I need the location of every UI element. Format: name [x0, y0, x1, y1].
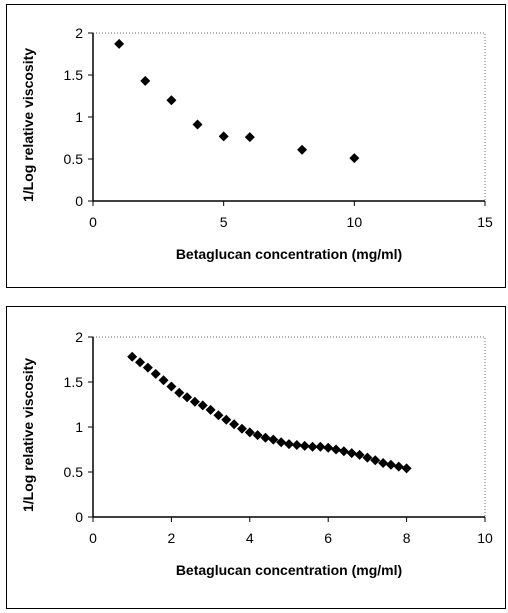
x-tick-label: 2	[168, 530, 176, 546]
data-point	[346, 448, 357, 459]
data-point	[221, 414, 232, 425]
data-point	[393, 461, 404, 472]
y-tick-label: 1.5	[64, 374, 84, 390]
data-point	[158, 375, 169, 386]
x-tick-label: 8	[403, 530, 411, 546]
data-point	[378, 458, 389, 468]
data-point	[166, 381, 177, 392]
data-point	[236, 423, 247, 434]
data-point	[385, 459, 396, 470]
data-point	[213, 410, 224, 421]
x-tick-label: 0	[89, 530, 97, 546]
plot-area	[92, 32, 486, 202]
chart-panel-bottom: 0 0.5 1 1.5 2 0 2 4 6 8 10 Betaglucan concentration…	[6, 306, 506, 609]
data-point	[323, 442, 334, 453]
data-point	[284, 439, 294, 450]
data-point	[189, 396, 200, 407]
chart-panel-top: 0 0.5 1 1.5 2 0 5 10 15 Betaglucan concentration …	[6, 4, 506, 288]
y-axis-title: 1/Log relative viscosity	[20, 358, 36, 512]
data-point	[260, 432, 271, 443]
data-point	[135, 357, 146, 368]
data-point	[229, 419, 240, 430]
y-axis-title: 1/Log relative viscosity	[20, 48, 36, 202]
data-point	[252, 430, 263, 441]
y-tick-label: 1	[75, 109, 83, 125]
data-point	[166, 95, 177, 106]
data-point	[349, 153, 360, 164]
data-point	[291, 440, 302, 450]
y-tick-label: 1.5	[64, 67, 84, 83]
data-point	[218, 131, 229, 142]
data-point	[244, 427, 255, 438]
data-point	[127, 351, 138, 362]
y-tick-label: 0	[75, 509, 83, 525]
y-tick-label: 1	[75, 419, 83, 435]
y-tick-label: 0.5	[64, 151, 84, 167]
data-point	[354, 449, 365, 460]
x-tick-label: 4	[246, 530, 254, 546]
data-point	[205, 404, 216, 415]
y-tick-label: 0.5	[64, 464, 84, 480]
data-point	[142, 362, 153, 373]
data-point	[362, 452, 373, 463]
x-tick-label: 10	[347, 214, 363, 230]
plot-area	[92, 336, 486, 518]
data-point	[244, 132, 255, 143]
chart-bottom: 0 0.5 1 1.5 2 0 2 4 6 8 10 Betaglucan concentration…	[20, 329, 493, 578]
data-point	[299, 440, 310, 451]
x-tick-label: 0	[89, 214, 97, 230]
data-point	[174, 387, 185, 398]
data-point	[140, 75, 151, 86]
y-tick-label: 2	[75, 25, 83, 41]
x-axis-title: Betaglucan concentration (mg/ml)	[176, 562, 402, 578]
data-point	[401, 463, 412, 474]
data-point	[370, 455, 381, 466]
data-point	[197, 400, 208, 411]
data-point	[150, 368, 161, 379]
data-point	[276, 437, 287, 448]
data-point	[307, 441, 318, 452]
x-tick-label: 10	[477, 530, 493, 546]
x-axis-title: Betaglucan concentration (mg/ml)	[176, 246, 402, 262]
data-point	[297, 144, 308, 155]
data-point	[182, 392, 193, 403]
data-point	[331, 444, 342, 455]
y-tick-label: 2	[75, 329, 83, 345]
data-point	[338, 446, 349, 457]
y-tick-label: 0	[75, 193, 83, 209]
chart-top: 0 0.5 1 1.5 2 0 5 10 15 Betaglucan concentration …	[20, 25, 493, 262]
data-point	[315, 441, 326, 452]
data-point	[192, 119, 203, 130]
x-tick-label: 5	[220, 214, 228, 230]
x-tick-label: 6	[324, 530, 332, 546]
x-tick-label: 15	[477, 214, 493, 230]
data-point	[268, 434, 279, 445]
data-point	[114, 38, 125, 49]
